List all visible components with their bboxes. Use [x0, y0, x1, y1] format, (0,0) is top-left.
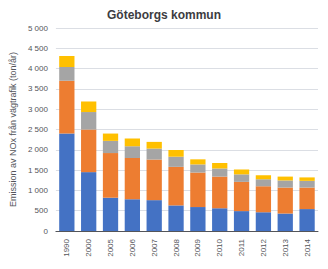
svg-text:1990: 1990 [62, 238, 71, 256]
svg-text:500: 500 [35, 206, 49, 215]
svg-text:2010: 2010 [215, 238, 224, 256]
svg-text:2009: 2009 [193, 238, 202, 256]
svg-text:0: 0 [43, 227, 48, 236]
svg-text:2005: 2005 [106, 238, 115, 256]
svg-text:2013: 2013 [281, 238, 290, 256]
svg-text:3 000: 3 000 [28, 105, 49, 114]
svg-text:1 500: 1 500 [28, 166, 49, 175]
svg-text:Göteborgs kommun: Göteborgs kommun [107, 8, 221, 22]
svg-text:2000: 2000 [84, 238, 93, 256]
svg-text:2014: 2014 [303, 238, 312, 256]
svg-text:2011: 2011 [237, 238, 246, 256]
svg-text:4 500: 4 500 [28, 44, 49, 53]
svg-text:Emission av NOx från vägtrafik: Emission av NOx från vägtrafik (ton/år) [8, 52, 18, 207]
svg-text:3 500: 3 500 [28, 84, 49, 93]
svg-text:2008: 2008 [172, 238, 181, 256]
svg-text:5 000: 5 000 [28, 24, 49, 33]
svg-text:2007: 2007 [150, 238, 159, 256]
svg-text:2012: 2012 [259, 238, 268, 256]
svg-text:4 000: 4 000 [28, 64, 49, 73]
svg-text:2006: 2006 [128, 238, 137, 256]
svg-text:2 500: 2 500 [28, 125, 49, 134]
svg-text:1 000: 1 000 [28, 186, 49, 195]
svg-text:2 000: 2 000 [28, 145, 49, 154]
